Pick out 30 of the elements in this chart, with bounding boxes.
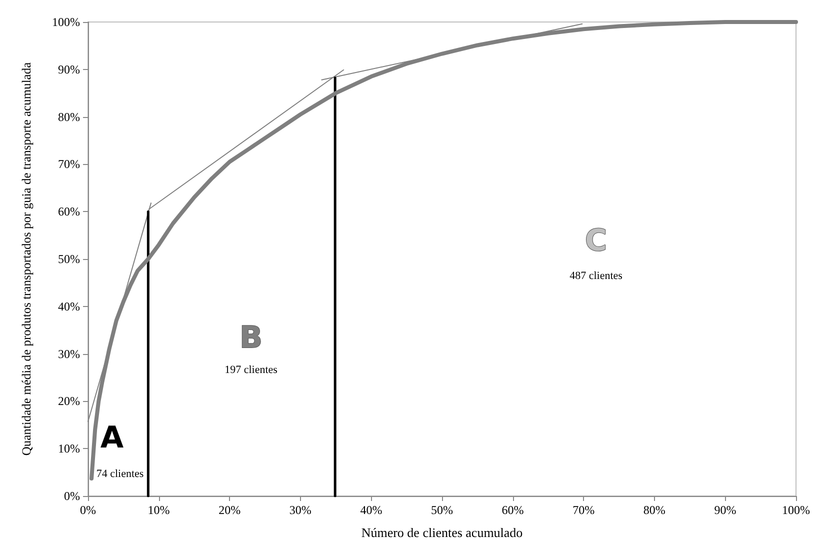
y-tick-label: 10% [58, 442, 80, 456]
y-tick-label: 30% [58, 346, 80, 361]
y-axis-title: Quantidade média de produtos transportados por guia de transporte acumulada [20, 62, 34, 456]
y-tick-label: 80% [58, 110, 80, 124]
x-tick-label: 80% [643, 503, 666, 517]
annotation: A [100, 420, 124, 456]
annotation: C [584, 224, 608, 258]
y-tick-label: 100% [52, 15, 80, 29]
x-tick-label: 30% [289, 503, 312, 517]
x-tick-label: 10% [148, 503, 170, 517]
annotation: B [240, 320, 262, 356]
x-tick-label: 50% [431, 503, 453, 517]
x-tick-label: 0% [80, 503, 96, 517]
annotation: 197 clientes [224, 364, 278, 376]
x-tick-label: 70% [572, 503, 595, 517]
y-tick-label: 40% [58, 299, 80, 314]
y-tick-label: 20% [58, 394, 80, 408]
y-tick-label: 0% [64, 489, 80, 503]
x-tick-label: 100% [782, 503, 810, 517]
x-tick-label: 20% [218, 503, 241, 517]
y-tick-label: 70% [58, 157, 80, 172]
x-tick-label: 90% [714, 503, 736, 517]
y-tick-label: 60% [58, 204, 80, 219]
annotation: 487 clientes [570, 270, 622, 282]
x-tick-label: 60% [502, 503, 524, 517]
x-axis-title: Número de clientes acumulado [361, 525, 523, 540]
y-tick-label: 90% [58, 62, 80, 76]
annotation: 74 clientes [96, 468, 144, 480]
x-tick-label: 40% [360, 503, 382, 517]
y-tick-label: 50% [58, 252, 80, 266]
